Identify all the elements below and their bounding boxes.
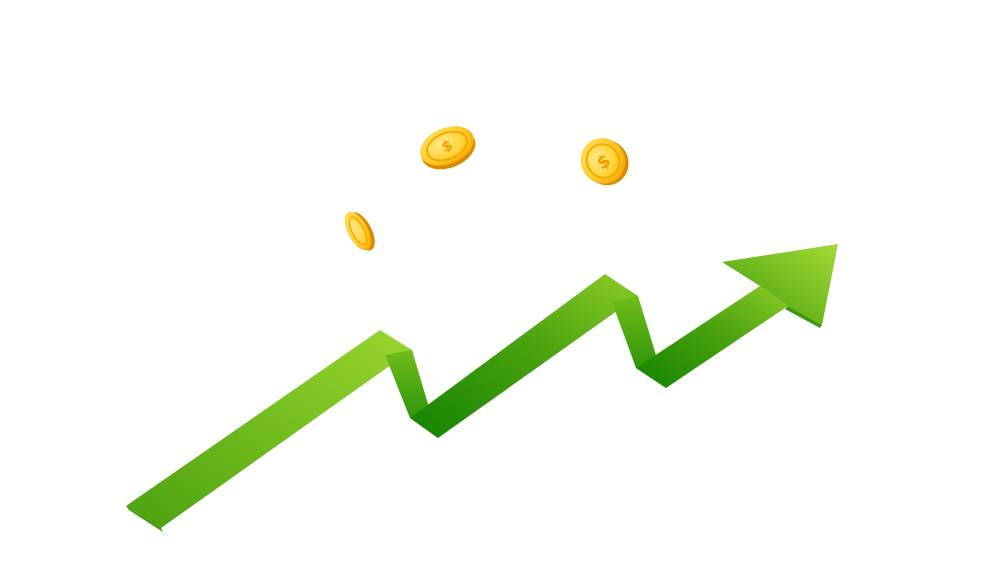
- coin-medium: $: [580, 138, 629, 186]
- coin-large: $: [420, 126, 476, 170]
- arrow-head-shadow: [785, 306, 822, 328]
- growth-arrow-icon: [126, 244, 838, 532]
- arrow-head: [722, 244, 838, 325]
- arrow-segment-2: [410, 274, 638, 438]
- arrow-segment-1-edge: [126, 506, 163, 532]
- coin-small: [344, 211, 375, 251]
- arrow-segment-3: [636, 286, 788, 388]
- arrow-segment-1: [126, 330, 412, 528]
